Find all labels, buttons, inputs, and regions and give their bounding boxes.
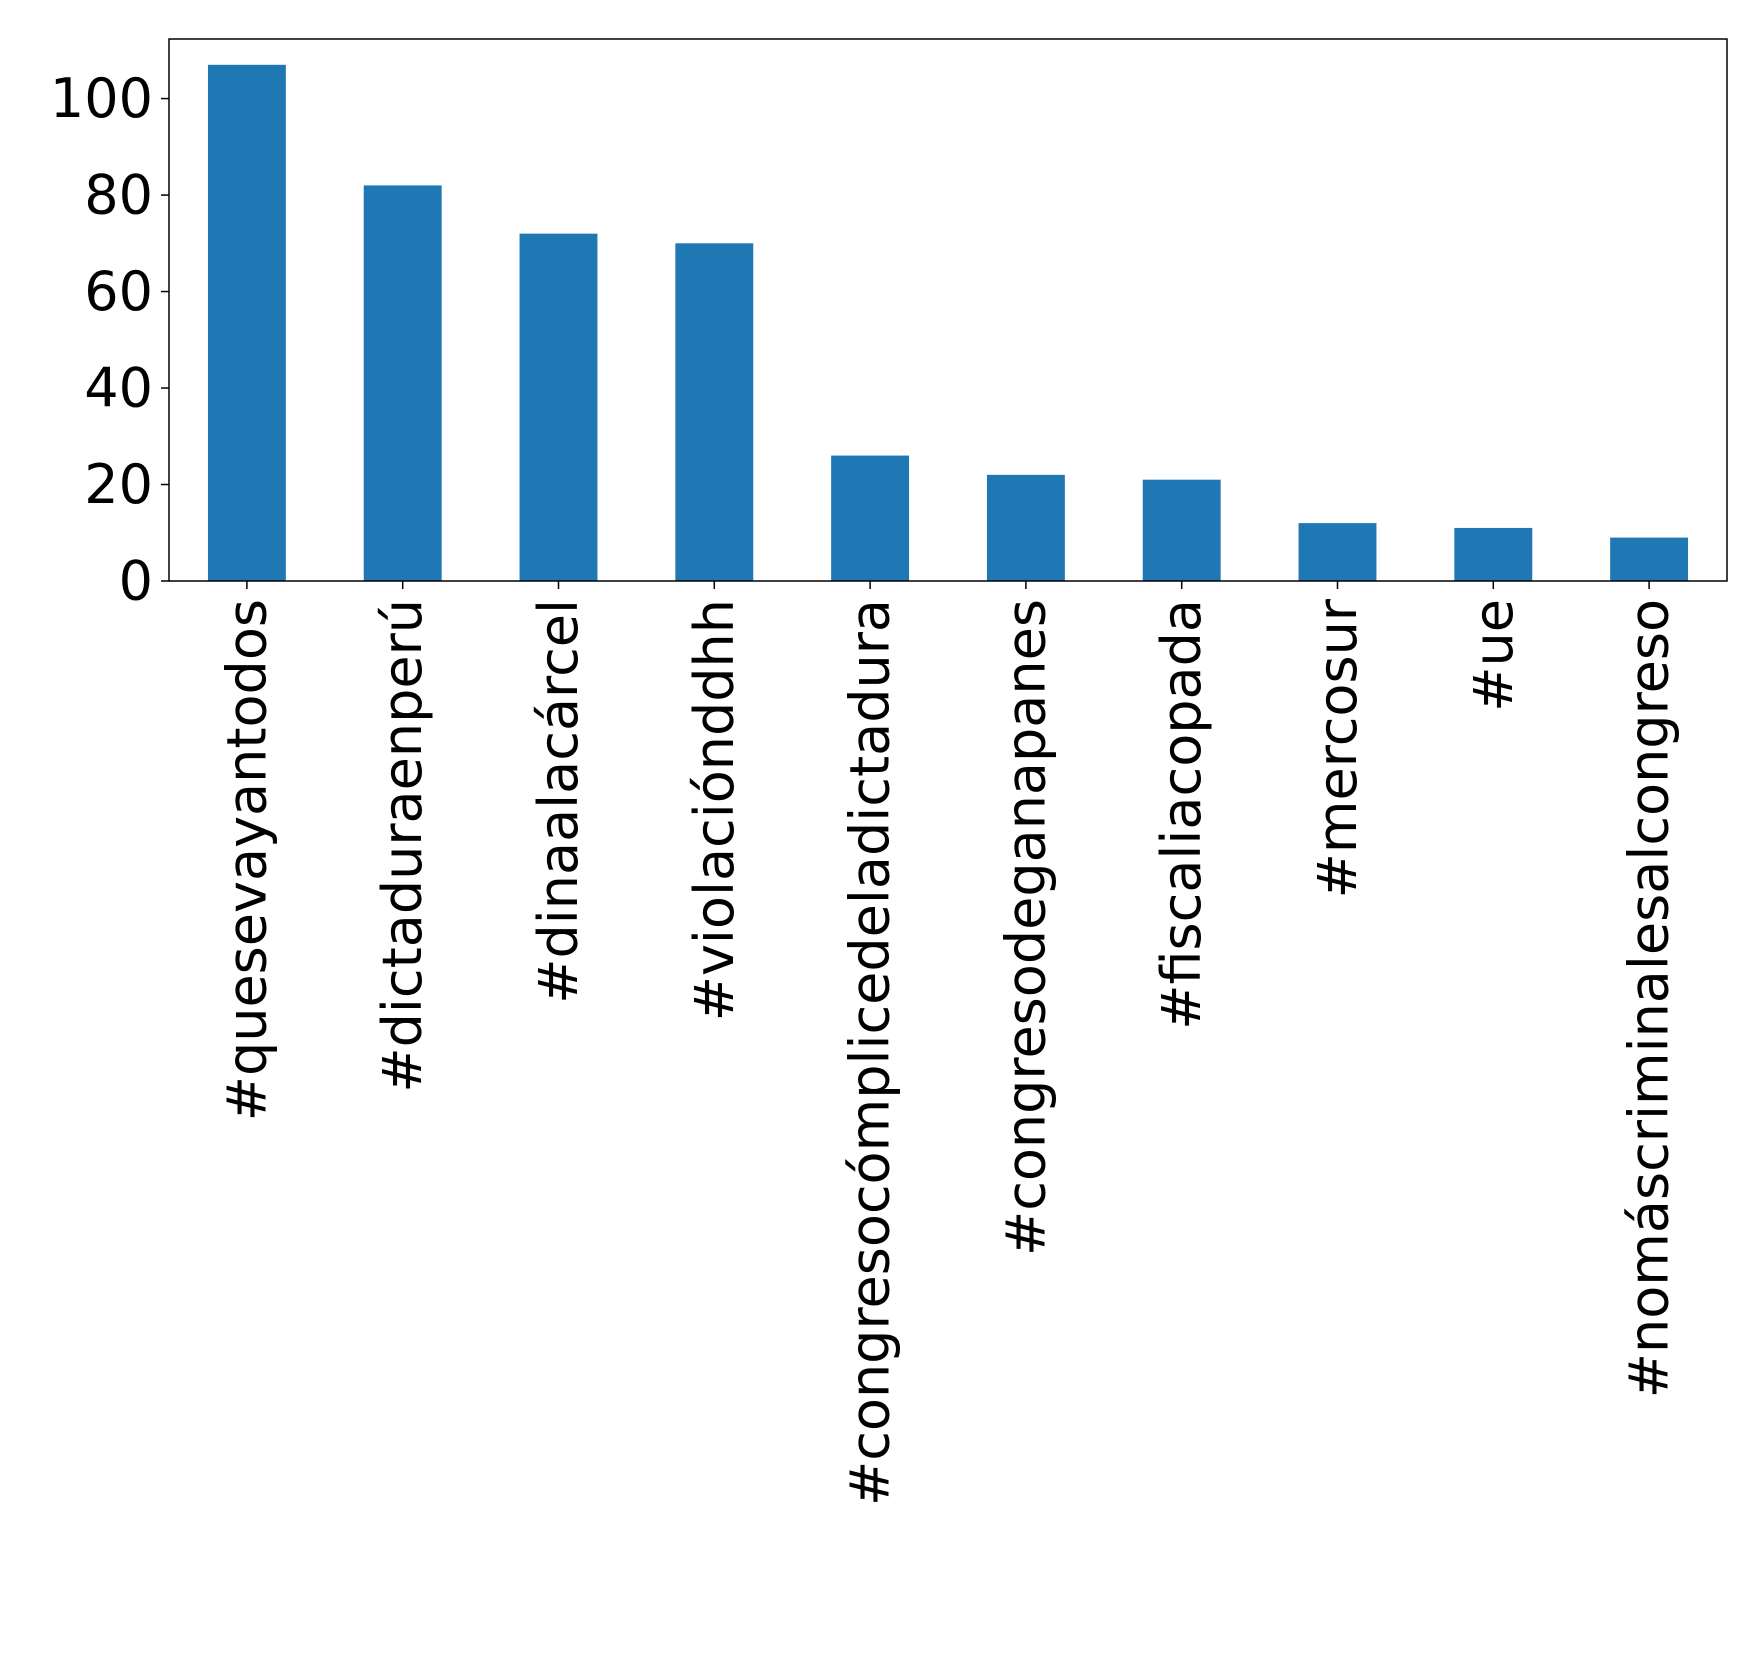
bar-0 <box>207 64 286 582</box>
x-tick-label-4: #congresocómplicedeladictadura <box>839 599 902 1506</box>
y-axis: 0 20 40 60 80 100 <box>50 67 169 613</box>
x-tick-label-6: #fiscaliacopada <box>1150 599 1213 1030</box>
y-tick-label-0: 0 <box>119 550 153 613</box>
bar-2 <box>519 233 598 582</box>
y-tick-label-3: 60 <box>84 260 153 323</box>
x-tick-label-7: #mercosur <box>1306 598 1369 898</box>
y-tick-label-5: 100 <box>50 67 153 130</box>
y-tick-label-1: 20 <box>84 453 153 516</box>
x-tick-label-1: #dictaduraenperú <box>371 599 434 1093</box>
bars-group <box>207 64 1689 582</box>
x-axis: #quesevayantodos #dictaduraenperú #dinaala… <box>215 581 1681 1506</box>
x-tick-label-3: #violaciónddhh <box>683 599 746 1021</box>
bar-1 <box>363 185 442 581</box>
bar-7 <box>1298 523 1377 581</box>
bar-3 <box>675 243 754 581</box>
y-tick-label-2: 40 <box>84 357 153 420</box>
x-tick-label-5: #congresodeganapanes <box>994 599 1057 1256</box>
bar-9 <box>1610 537 1689 581</box>
bar-4 <box>831 455 910 581</box>
y-tick-label-4: 80 <box>84 164 153 227</box>
x-tick-label-8: #ue <box>1462 599 1525 712</box>
bar-6 <box>1142 479 1221 581</box>
x-tick-label-2: #dinaalacárcel <box>527 599 590 1004</box>
bar-5 <box>986 474 1065 581</box>
x-tick-label-9: #nomáscriminalesalcongreso <box>1618 599 1681 1398</box>
x-tick-label-0: #quesevayantodos <box>215 599 278 1121</box>
bar-8 <box>1454 527 1533 581</box>
plot-frame <box>168 38 1728 582</box>
